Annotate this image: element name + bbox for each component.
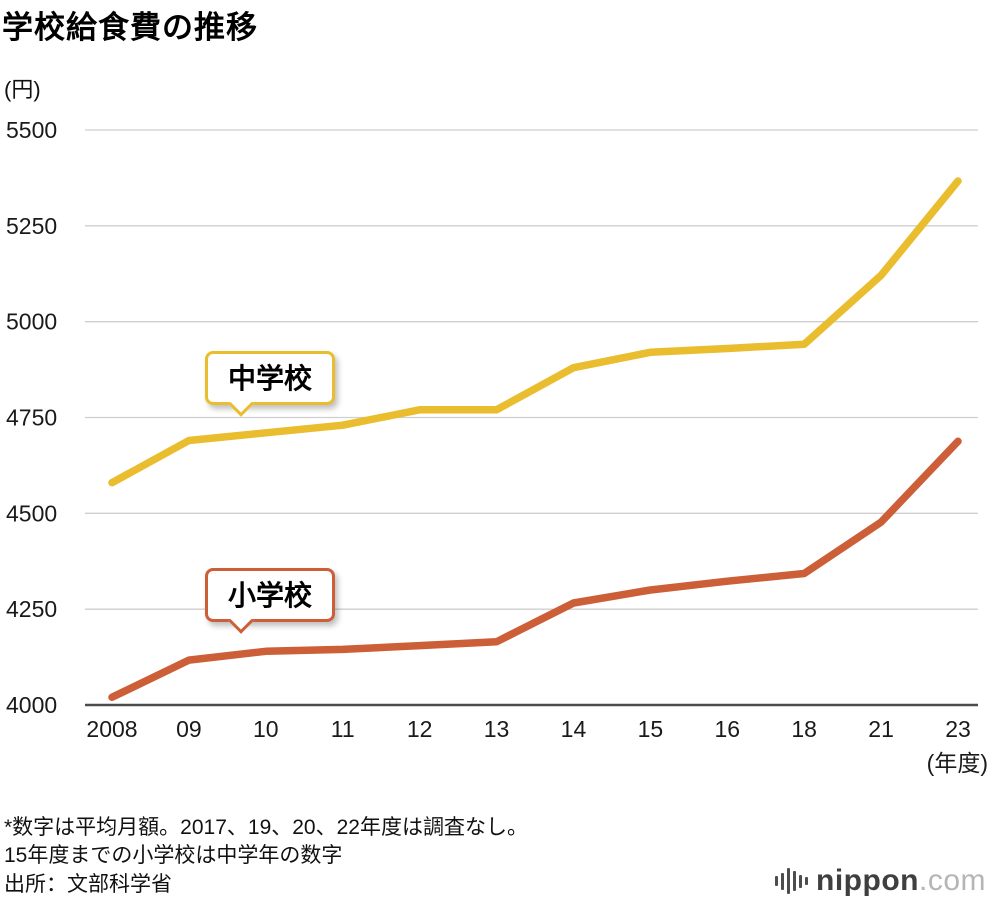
y-tick-label: 4250 [6, 596, 57, 622]
y-tick-label: 4750 [6, 405, 57, 431]
series-label-junior-high: 中学校 [205, 351, 336, 405]
x-tick-label: 2008 [86, 716, 137, 742]
x-tick-label: 16 [714, 716, 740, 742]
footnote-line-2: 15年度までの小学校は中学年の数字 [4, 844, 343, 868]
x-tick-label: 14 [561, 716, 587, 742]
x-tick-label: 10 [253, 716, 279, 742]
y-tick-label: 4500 [6, 500, 57, 526]
series-line-小学校 [108, 437, 962, 702]
series-label-junior-high-text: 中学校 [228, 363, 313, 394]
y-tick-label: 4000 [6, 692, 57, 718]
x-tick-label: 23 [945, 716, 971, 742]
x-tick-label: 09 [176, 716, 202, 742]
page-title: 学校給食費の推移 [2, 10, 258, 45]
soundwave-bars-icon [775, 865, 809, 897]
logo-name: nippon [816, 864, 919, 897]
series-label-elementary-text: 小学校 [228, 580, 313, 611]
x-tick-label: 12 [407, 716, 433, 742]
x-tick-label: 15 [638, 716, 664, 742]
y-axis-unit-label: (円) [4, 77, 41, 102]
x-axis-unit-label: (年度) [927, 750, 988, 776]
footnote-line-3: 出所：文部科学省 [4, 872, 172, 896]
nippon-logo: nippon.com [775, 864, 986, 898]
series-label-elementary: 小学校 [205, 568, 336, 622]
y-tick-label: 5000 [6, 309, 57, 335]
x-tick-label: 18 [791, 716, 817, 742]
x-tick-label: 11 [331, 716, 355, 742]
series-line-中学校 [108, 177, 962, 487]
footnote-line-1: *数字は平均月額。2017、19、20、22年度は調査なし。 [4, 816, 528, 839]
y-tick-label: 5500 [6, 117, 57, 143]
logo-tld: .com [918, 864, 986, 897]
y-tick-label: 5250 [6, 213, 57, 239]
x-tick-label: 13 [484, 716, 510, 742]
x-tick-label: 21 [868, 716, 894, 742]
footnotes: *数字は平均月額。2017、19、20、22年度は調査なし。 15年度までの小学… [4, 814, 528, 899]
